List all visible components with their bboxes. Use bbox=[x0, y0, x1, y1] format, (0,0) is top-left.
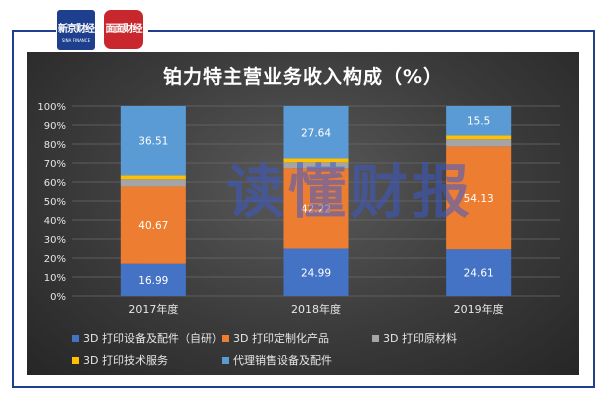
data-label: 16.99 bbox=[138, 275, 168, 287]
bar-segment bbox=[283, 168, 349, 249]
bar-segment bbox=[446, 146, 512, 250]
y-tick-label: 70% bbox=[44, 159, 66, 170]
legend-item: 3D 打印原材料 bbox=[372, 330, 457, 346]
bar-segment bbox=[283, 162, 349, 169]
y-tick-label: 20% bbox=[44, 254, 66, 265]
bar-segment bbox=[120, 179, 186, 187]
watermark: 读懂财报 bbox=[226, 158, 475, 226]
bar-segment bbox=[283, 158, 349, 163]
x-tick-label: 2018年度 bbox=[291, 302, 341, 316]
data-label: 40.67 bbox=[138, 220, 168, 232]
bar-segment bbox=[120, 186, 186, 264]
bar-segment bbox=[446, 139, 512, 147]
data-label: 24.61 bbox=[464, 268, 494, 280]
frame-right bbox=[593, 30, 595, 387]
y-tick-label: 80% bbox=[44, 140, 66, 151]
legend-label: 3D 打印技术服务 bbox=[83, 354, 168, 367]
sina-finance-logo: 新京财经 SINA FINANCE bbox=[57, 10, 95, 50]
chart-legend: 3D 打印设备及配件（自研） 3D 打印定制化产品 3D 打印原材料 3D 打印技术服… bbox=[72, 330, 572, 370]
mianmian-finance-logo-text: 面面财经 bbox=[105, 24, 143, 35]
data-label: 36.51 bbox=[138, 136, 168, 148]
legend-item: 3D 打印技术服务 bbox=[72, 352, 168, 368]
frame-left bbox=[12, 30, 14, 387]
y-tick-label: 60% bbox=[44, 178, 66, 189]
x-tick-label: 2019年度 bbox=[454, 302, 504, 316]
y-tick-label: 100% bbox=[37, 102, 66, 113]
sina-finance-logo-text: 新京财经 bbox=[58, 24, 95, 35]
legend-swatch bbox=[222, 356, 229, 364]
y-tick-label: 90% bbox=[44, 121, 66, 132]
frame-top-right bbox=[148, 30, 594, 32]
data-label: 27.64 bbox=[301, 127, 331, 139]
bar-segment bbox=[120, 263, 186, 296]
legend-item: 3D 打印定制化产品 bbox=[222, 330, 329, 346]
legend-swatch bbox=[222, 334, 229, 342]
x-tick-label: 2017年度 bbox=[128, 302, 178, 316]
y-tick-label: 0% bbox=[50, 292, 66, 303]
bar-segment bbox=[283, 106, 349, 159]
legend-label: 代理销售设备及配件 bbox=[233, 354, 332, 367]
legend-label: 3D 打印定制化产品 bbox=[233, 332, 329, 345]
data-label: 54.13 bbox=[464, 193, 494, 205]
chart-title: 铂力特主营业务收入构成（%） bbox=[162, 66, 444, 88]
bar-segment bbox=[446, 135, 512, 140]
frame-top-left bbox=[12, 30, 56, 32]
legend-label: 3D 打印原材料 bbox=[383, 332, 457, 345]
bar-segment bbox=[120, 106, 186, 176]
legend-swatch bbox=[372, 334, 379, 342]
y-tick-label: 10% bbox=[44, 273, 66, 284]
y-tick-label: 40% bbox=[44, 216, 66, 227]
bar-segment bbox=[446, 106, 512, 136]
sina-finance-logo-subtext: SINA FINANCE bbox=[61, 38, 91, 43]
legend-swatch bbox=[72, 334, 79, 342]
data-label: 24.99 bbox=[301, 267, 331, 279]
y-tick-label: 30% bbox=[44, 235, 66, 246]
legend-label: 3D 打印设备及配件（自研） bbox=[83, 332, 223, 345]
frame-bottom bbox=[12, 386, 595, 388]
bar-segment bbox=[120, 175, 186, 180]
legend-item: 代理销售设备及配件 bbox=[222, 352, 332, 368]
mianmian-finance-logo: 面面财经 bbox=[104, 10, 143, 49]
bar-segment bbox=[283, 248, 349, 296]
legend-swatch bbox=[72, 356, 79, 364]
data-label: 42.22 bbox=[301, 203, 331, 215]
y-tick-label: 50% bbox=[44, 197, 66, 208]
legend-item: 3D 打印设备及配件（自研） bbox=[72, 330, 223, 346]
bar-segment bbox=[446, 249, 512, 296]
data-label: 15.5 bbox=[467, 116, 490, 128]
